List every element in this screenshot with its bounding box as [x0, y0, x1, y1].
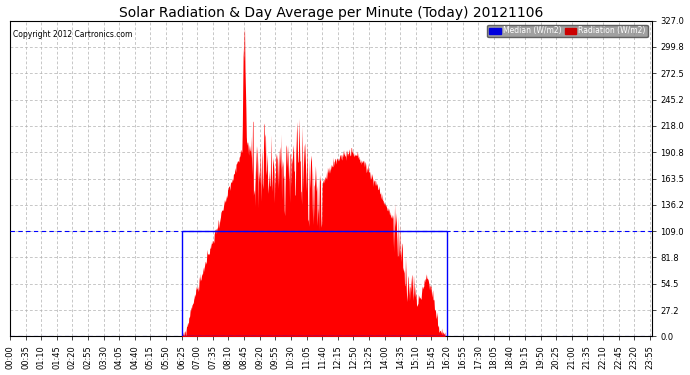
Legend: Median (W/m2), Radiation (W/m2): Median (W/m2), Radiation (W/m2): [487, 24, 648, 38]
Bar: [181, 231, 447, 336]
Text: Copyright 2012 Cartronics.com: Copyright 2012 Cartronics.com: [13, 30, 132, 39]
Title: Solar Radiation & Day Average per Minute (Today) 20121106: Solar Radiation & Day Average per Minute…: [119, 6, 543, 20]
